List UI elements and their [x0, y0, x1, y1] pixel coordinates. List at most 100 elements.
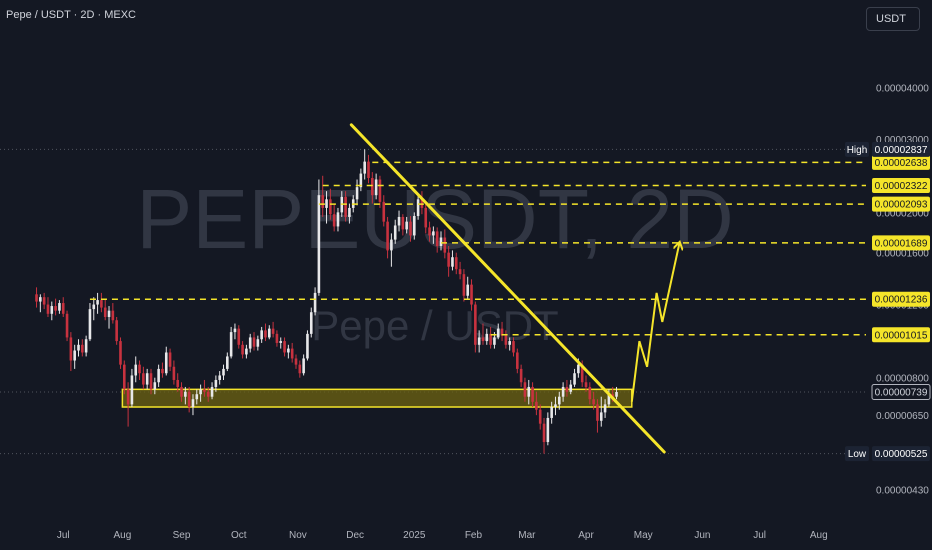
candle-down [531, 386, 534, 402]
high-tag: High [847, 145, 868, 156]
candle-down [115, 320, 118, 342]
high-price-label-box [872, 141, 930, 157]
candle-down [447, 252, 450, 267]
candle-down [203, 389, 206, 392]
candle-down [588, 386, 592, 400]
x-tick-label: May [634, 530, 653, 541]
candle-up [527, 386, 531, 397]
candle-down [538, 409, 542, 424]
candle-up [195, 394, 199, 400]
candle-down [46, 304, 50, 314]
candle-up [557, 396, 561, 405]
resistance-price-label-box [872, 291, 930, 307]
candle-up [599, 412, 603, 421]
resistance-price-label-box [872, 154, 930, 170]
y-tick-label: 0.00000650 [876, 411, 929, 422]
candle-up [226, 356, 229, 369]
candle-down [371, 177, 374, 196]
candle-up [416, 199, 420, 217]
candle-up [248, 337, 252, 349]
price-axis[interactable]: 0.00004000 0.00003000 0.00002000 0.00001600… [845, 83, 931, 497]
candle-down [580, 364, 584, 383]
high-price-label: 0.00002837 [875, 145, 928, 156]
resistance-price-label: 0.00002322 [875, 181, 928, 192]
candle-up [561, 386, 565, 397]
candle-down [42, 297, 46, 305]
candle-down [535, 401, 538, 410]
candle-down [458, 269, 462, 275]
candle-down [462, 274, 466, 296]
candle-down [271, 328, 275, 334]
candle-up [374, 179, 378, 196]
candle-up [157, 368, 160, 383]
candle-down [329, 199, 332, 215]
candle-up [222, 368, 225, 376]
candle-up [577, 364, 580, 374]
candle-down [187, 391, 191, 408]
candle-up [355, 187, 359, 200]
candle-up [359, 173, 363, 188]
candle-down [409, 221, 412, 236]
x-tick-label: Apr [578, 530, 594, 541]
candle-down [111, 310, 115, 321]
candle-up [439, 237, 443, 247]
candle-down [241, 344, 244, 355]
candle-up [96, 300, 99, 305]
candle-down [119, 341, 122, 365]
candle-down [382, 201, 386, 222]
candle-up [615, 392, 618, 397]
candle-up [546, 417, 550, 443]
symbol-title: Pepe / USDT · 2D · MEXC [6, 9, 136, 21]
candle-down [378, 179, 382, 202]
candle-up [573, 373, 576, 385]
currency-button[interactable]: USDT [866, 7, 920, 31]
candle-down [332, 214, 336, 227]
candle-down [489, 333, 492, 345]
candle-up [508, 341, 511, 345]
candle-up [107, 310, 111, 317]
candle-down [100, 300, 103, 308]
candle-up [256, 339, 260, 347]
candle-up [496, 328, 500, 338]
candle-up [477, 337, 481, 345]
candle-up [260, 330, 263, 340]
candle-up [50, 306, 54, 314]
candle-up [412, 216, 416, 236]
candle-down [252, 337, 256, 347]
candle-up [306, 333, 309, 359]
candle-down [367, 161, 370, 178]
candle-up [88, 309, 92, 340]
candle-up [336, 212, 340, 227]
candle-down [611, 394, 615, 397]
watermark: PEPEUSDT, 2D Pepe / USDT [136, 172, 734, 349]
candle-up [58, 303, 61, 311]
x-tick-label: Oct [231, 530, 247, 541]
candle-down [298, 364, 302, 374]
resistance-price-label: 0.00001236 [875, 295, 928, 306]
candle-down [176, 379, 180, 387]
candle-down [512, 341, 515, 353]
high-tag-box [845, 141, 869, 157]
y-tick-label: 0.00001600 [876, 249, 929, 260]
candle-up [134, 364, 138, 376]
watermark-ticker: PEPEUSDT, 2D [136, 172, 734, 266]
current-price-label: 0.00000739 [875, 388, 928, 399]
x-tick-label: Jul [57, 530, 70, 541]
current-price-label-box [871, 384, 931, 401]
projection-arrow [630, 243, 680, 402]
candle-up [466, 284, 470, 296]
candle-up [73, 350, 76, 361]
y-tick-label: 0.00000800 [876, 374, 929, 385]
resistance-price-label: 0.00001689 [875, 238, 928, 249]
candle-up [302, 358, 305, 374]
resistance-price-label: 0.00002638 [875, 158, 928, 169]
candle-up [164, 352, 168, 374]
y-tick-label: 0.00003000 [876, 135, 929, 146]
candle-down [206, 391, 210, 397]
low-tag: Low [848, 449, 867, 460]
time-axis[interactable]: Jul Aug Sep Oct Nov Dec 2025 Feb Mar Apr May Jun Jul… [57, 530, 828, 541]
resistance-levels-layer [89, 161, 866, 336]
candle-down [386, 221, 389, 251]
